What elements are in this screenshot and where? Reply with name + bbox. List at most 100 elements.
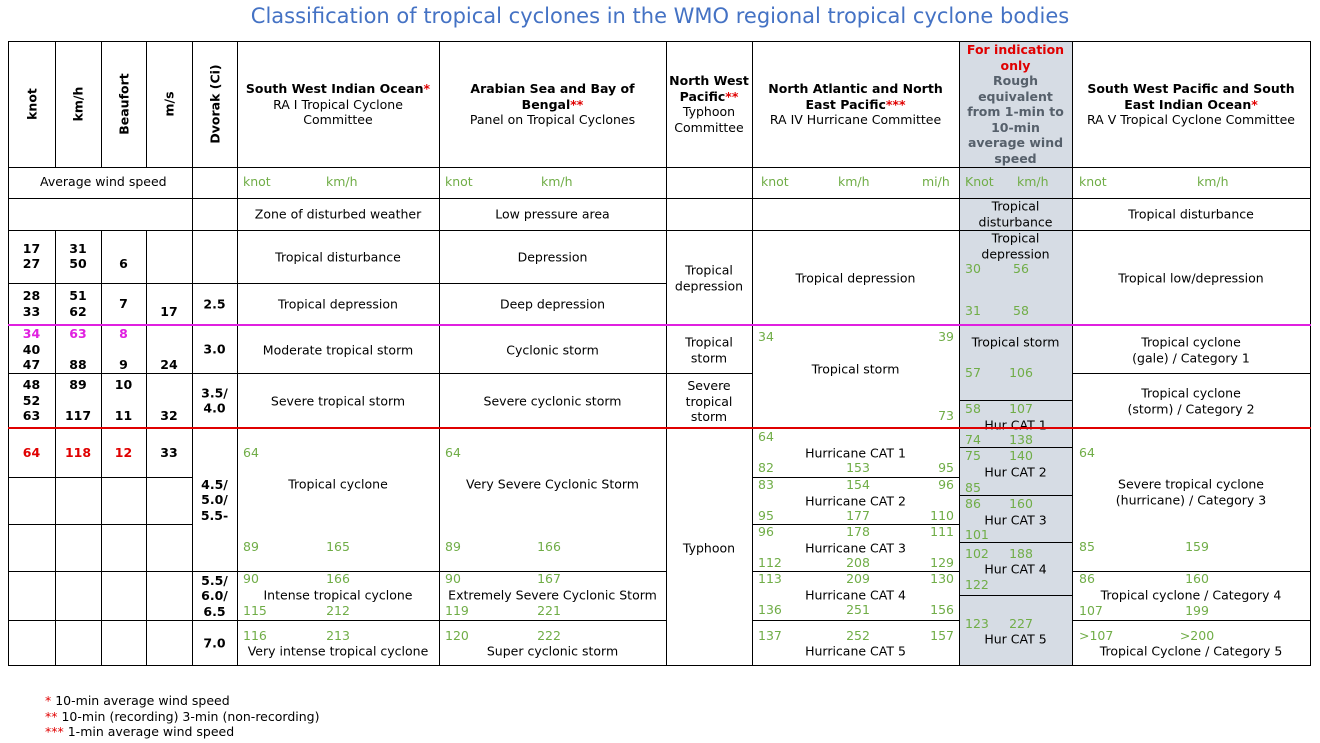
class-name: Tropical disturbance — [962, 199, 1069, 230]
class-line: Tropical disturbance — [978, 198, 1053, 230]
class-line: Severe tropical storm — [685, 377, 733, 424]
table-cell — [959, 230, 1073, 326]
speed-to: 85 — [965, 480, 981, 495]
wind-value: 52 — [22, 393, 41, 408]
footnote-mark: *** — [45, 724, 64, 739]
region-header: North Atlantic and North East Pacific***… — [755, 81, 956, 128]
region-name: South West Pacific and South East Indian… — [1087, 80, 1295, 112]
dvorak-line: 7.0 — [203, 634, 226, 650]
class-line: Hur CAT 4 — [984, 561, 1047, 577]
footnote: ** 10-min (recording) 3-min (non-recordi… — [45, 708, 319, 726]
region-name: Arabian Sea and Bay of Bengal — [470, 80, 635, 112]
speed-to: 221 — [537, 603, 561, 618]
class-line: Tropical depression — [981, 230, 1050, 262]
class-name: Severe cyclonic storm — [442, 393, 663, 409]
class-name: Hur CAT 5 — [962, 631, 1069, 647]
speed-from: 86 — [965, 496, 981, 511]
speed-from: 227 — [1009, 616, 1033, 631]
table-cell — [8, 571, 56, 621]
class-name: Hurricane CAT 3 — [755, 540, 956, 556]
speed-to: 85 — [1079, 539, 1095, 554]
wind-value: 6 — [119, 256, 128, 271]
unit-label: km/h — [541, 174, 573, 189]
region-note: ** — [725, 88, 739, 104]
speed-from: 90 — [243, 571, 259, 586]
speed-to: 199 — [1185, 603, 1209, 618]
speed-to: 31 — [965, 303, 981, 318]
speed-to: 57 — [965, 365, 981, 380]
wind-value: 40 — [22, 342, 41, 357]
speed-to: 89 — [243, 539, 259, 554]
class-name: Tropical storm — [755, 361, 956, 377]
dvorak-value: 4.5/5.0/5.5- — [195, 476, 234, 523]
class-line: Severe tropical cyclone — [1118, 476, 1264, 492]
class-line: Tropical depression — [278, 296, 398, 312]
class-line: Severe tropical storm — [270, 393, 406, 409]
wind-value: 28 — [22, 288, 41, 303]
region-body: RA V Tropical Cyclone Committee — [1086, 111, 1295, 127]
speed-from: 167 — [537, 571, 561, 586]
class-name: Cyclonic storm — [442, 342, 663, 358]
speed-from: 111 — [930, 524, 954, 539]
speed-from: 123 — [965, 616, 989, 631]
speed-to: 129 — [930, 555, 954, 570]
speed-to: 115 — [243, 603, 267, 618]
region-note: * — [423, 80, 431, 96]
class-name: Tropical storm — [669, 335, 749, 366]
wind-value: 17 — [22, 241, 41, 256]
class-name: Intense tropical cyclone — [240, 587, 436, 603]
dvorak-line: 2.5 — [203, 296, 226, 312]
class-line: Hurricane CAT 1 — [805, 445, 906, 461]
speed-from: 64 — [243, 445, 259, 460]
wind-value: 27 — [22, 256, 41, 271]
region-name-line: North West Pacific** — [669, 73, 749, 104]
region-name: North Atlantic and North East Pacific — [768, 80, 943, 112]
class-line: Moderate tropical storm — [262, 342, 414, 358]
dvorak-line: 6.5 — [203, 603, 226, 619]
footnote: * 10-min average wind speed — [45, 692, 230, 710]
column-header: m/s — [161, 91, 177, 117]
page-title: Classification of tropical cyclones in t… — [250, 4, 1070, 28]
table-cell — [192, 198, 238, 231]
table-cell — [146, 477, 193, 525]
wind-value: 10 — [114, 377, 133, 392]
wind-value: 117 — [64, 408, 92, 423]
table-cell — [8, 198, 193, 231]
wind-value: 34 — [22, 326, 41, 341]
table-cell — [666, 167, 753, 199]
region-name: South West Indian Ocean — [245, 80, 424, 96]
speed-to: 58 — [1013, 303, 1029, 318]
dvorak-line: 5.5- — [200, 507, 229, 523]
class-name: Hur CAT 2 — [962, 464, 1069, 480]
speed-to: 122 — [965, 577, 989, 592]
wind-value: 17 — [160, 304, 178, 319]
average-label: Average wind speed — [40, 174, 167, 189]
class-line: Tropical depression — [674, 262, 744, 294]
dvorak-line: 4.5/ — [201, 476, 228, 492]
wind-value: 64 — [22, 445, 41, 460]
class-line: Tropical cyclone — [1141, 334, 1241, 350]
speed-from: 154 — [846, 477, 870, 492]
speed-from: 107 — [1009, 401, 1033, 416]
wind-value: 33 — [160, 445, 178, 460]
class-line: Cyclonic storm — [506, 342, 599, 358]
speed-to: 106 — [1009, 365, 1033, 380]
threshold-line — [8, 324, 1311, 326]
unit-label: knot — [243, 174, 271, 189]
table-cell — [55, 477, 102, 525]
unit-label: km/h — [326, 174, 358, 189]
class-name: Hurricane CAT 5 — [755, 643, 956, 659]
class-line: Super cyclonic storm — [486, 643, 619, 659]
class-line: Tropical storm — [685, 334, 733, 366]
speed-to: 82 — [758, 460, 774, 475]
class-name: Zone of disturbed weather — [240, 206, 436, 222]
speed-from: 90 — [445, 571, 461, 586]
speed-to: 166 — [537, 539, 561, 554]
class-line: Typhoon — [682, 540, 736, 556]
unit-label: km/h — [838, 174, 870, 189]
speed-from: 113 — [758, 571, 782, 586]
class-line: Hurricane CAT 2 — [805, 493, 906, 509]
footnote-mark: * — [45, 693, 52, 708]
class-name: Tropical low/depression — [1075, 270, 1307, 286]
speed-to: 95 — [758, 508, 774, 523]
